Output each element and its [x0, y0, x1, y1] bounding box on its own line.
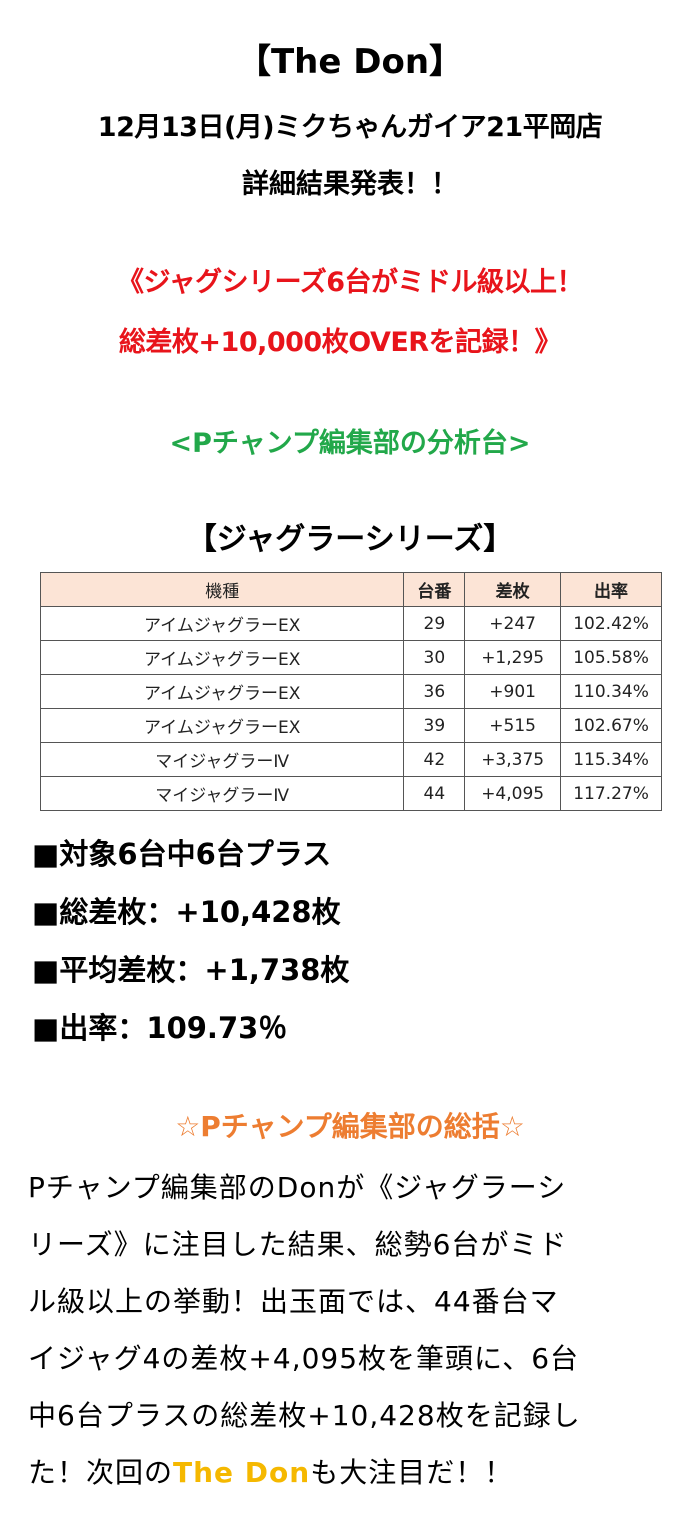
column-header-number: 台番 [403, 572, 466, 607]
cell-model: アイムジャグラーEX [39, 606, 405, 641]
cell-model: アイムジャグラーEX [39, 640, 405, 675]
summary-text: た！次回の [28, 1456, 174, 1489]
cell-number: 44 [403, 776, 466, 811]
page-title: 【The Don】 [236, 42, 464, 82]
cell-model: アイムジャグラーEX [39, 708, 405, 743]
cell-diff: +3,375 [464, 742, 562, 777]
cell-diff: +4,095 [464, 776, 562, 811]
table-row: アイムジャグラーEX 36 +901 110.34% [39, 674, 662, 709]
headline-line-1: 《ジャグシリーズ6台がミドル級以上！ [116, 267, 584, 298]
summary-title: ☆Pチャンプ編集部の総括☆ [175, 1110, 525, 1143]
summary-text: も大注目だ！！ [310, 1456, 514, 1489]
announcement: 詳細結果発表！！ [242, 169, 458, 200]
cell-diff: +515 [464, 708, 562, 743]
cell-diff: +1,295 [464, 640, 562, 675]
table-row: マイジャグラーⅣ 44 +4,095 117.27% [39, 776, 662, 811]
event-subtitle: 12月13日(月)ミクちゃんガイア21平岡店 [97, 112, 603, 143]
analysis-label: <Pチャンプ編集部の分析台> [169, 428, 531, 459]
summary-body: Pチャンプ編集部のDonが《ジャグラーシ リーズ》に注目した結果、総勢6台がミド… [28, 1159, 678, 1501]
cell-number: 42 [403, 742, 466, 777]
summary-line: リーズ》に注目した結果、総勢6台がミド [28, 1228, 568, 1261]
cell-model: アイムジャグラーEX [39, 674, 405, 709]
juggler-results-table: 機種 台番 差枚 出率 アイムジャグラーEX 29 +247 102.42% ア… [39, 572, 662, 811]
cell-rate: 117.27% [560, 776, 662, 811]
column-header-model: 機種 [39, 572, 405, 607]
stat-average-diff: ■平均差枚：+1,738枚 [32, 953, 350, 987]
cell-model: マイジャグラーⅣ [39, 742, 405, 777]
cell-diff: +247 [464, 606, 562, 641]
summary-line: 中6台プラスの総差枚+10,428枚を記録し [28, 1399, 581, 1432]
cell-number: 30 [403, 640, 466, 675]
stat-total-diff: ■総差枚：+10,428枚 [32, 895, 341, 929]
headline-line-2: 総差枚+10,000枚OVERを記録！》 [118, 327, 562, 358]
table-title: 【ジャグラーシリーズ】 [186, 522, 514, 557]
column-header-rate: 出率 [560, 572, 662, 607]
summary-line: Pチャンプ編集部のDonが《ジャグラーシ [28, 1171, 567, 1204]
the-don-highlight: The Don [173, 1456, 311, 1489]
cell-number: 29 [403, 606, 466, 641]
summary-last-line: た！次回のThe Donも大注目だ！！ [28, 1444, 678, 1501]
cell-rate: 105.58% [560, 640, 662, 675]
table-row: アイムジャグラーEX 39 +515 102.67% [39, 708, 662, 743]
stat-payout-rate: ■出率：109.73％ [32, 1011, 288, 1045]
table-row: アイムジャグラーEX 29 +247 102.42% [39, 606, 662, 641]
column-header-diff: 差枚 [464, 572, 562, 607]
table-header-row: 機種 台番 差枚 出率 [39, 572, 662, 607]
cell-number: 36 [403, 674, 466, 709]
cell-number: 39 [403, 708, 466, 743]
stat-plus-count: ■対象6台中6台プラス [32, 837, 332, 871]
cell-diff: +901 [464, 674, 562, 709]
table-row: アイムジャグラーEX 30 +1,295 105.58% [39, 640, 662, 675]
cell-rate: 110.34% [560, 674, 662, 709]
summary-line: ル級以上の挙動！出玉面では、44番台マ [28, 1285, 559, 1318]
cell-model: マイジャグラーⅣ [39, 776, 405, 811]
cell-rate: 102.42% [560, 606, 662, 641]
summary-line: イジャグ4の差枚+4,095枚を筆頭に、6台 [28, 1342, 580, 1375]
table-row: マイジャグラーⅣ 42 +3,375 115.34% [39, 742, 662, 777]
cell-rate: 115.34% [560, 742, 662, 777]
cell-rate: 102.67% [560, 708, 662, 743]
